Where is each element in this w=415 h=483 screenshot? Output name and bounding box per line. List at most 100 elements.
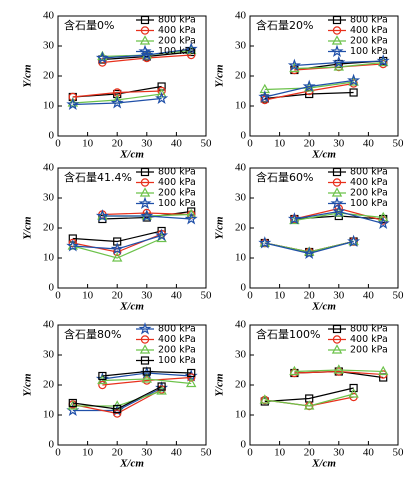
legend-label: 100 kPa (350, 198, 388, 209)
x-tick-label: 10 (82, 138, 94, 150)
x-axis-label: X/cm (311, 458, 336, 470)
y-tick-label: 0 (49, 439, 55, 451)
legend-label: 800 kPa (350, 167, 388, 178)
legend-marker (330, 196, 344, 210)
y-tick-label: 0 (49, 282, 55, 294)
marker (157, 382, 166, 391)
marker (259, 237, 271, 247)
legend-marker (332, 335, 342, 344)
x-axis-label: X/cm (311, 149, 336, 161)
y-tick-label: 0 (241, 130, 247, 142)
y-tick-label: 10 (235, 252, 247, 264)
legend-marker (332, 26, 342, 35)
series-line (72, 54, 192, 98)
y-tick-label: 30 (43, 192, 55, 204)
x-tick-label: 20 (112, 447, 124, 459)
x-tick-label: 10 (82, 447, 94, 459)
legend-label: 100 kPa (158, 198, 196, 209)
marker (349, 88, 358, 97)
marker (185, 377, 197, 388)
y-tick-label: 40 (43, 319, 55, 331)
marker (97, 210, 108, 220)
x-tick-label: 10 (274, 290, 286, 302)
panel-title: 含石量41.4% (64, 170, 132, 184)
y-tick-label: 20 (43, 379, 55, 391)
x-tick-label: 20 (304, 290, 316, 302)
series-line (264, 210, 384, 255)
marker (95, 209, 109, 222)
marker (184, 42, 198, 55)
y-tick-label: 30 (43, 349, 55, 361)
x-axis-label: X/cm (311, 301, 336, 313)
legend-label: 800 kPa (158, 324, 196, 335)
marker (187, 368, 196, 378)
series-line (264, 60, 384, 98)
legend-marker (140, 335, 150, 344)
legend-marker (140, 26, 150, 35)
x-tick-label: 40 (171, 447, 183, 459)
marker (347, 73, 361, 87)
legend-label: 400 kPa (350, 334, 388, 345)
panel-title: 含石量0% (64, 18, 114, 32)
x-tick-label: 30 (141, 290, 153, 302)
marker (67, 240, 79, 250)
marker (332, 204, 346, 218)
x-tick-label: 30 (141, 447, 153, 459)
legend-label: 400 kPa (158, 25, 196, 36)
legend-marker (140, 178, 150, 187)
y-axis-label: Y/cm (214, 64, 226, 88)
y-tick-label: 30 (235, 192, 247, 204)
marker (376, 216, 390, 230)
marker (332, 55, 346, 69)
panel-title: 含石量100% (256, 327, 320, 341)
legend-marker (140, 167, 150, 177)
x-tick-label: 10 (274, 138, 286, 150)
y-tick-label: 0 (241, 282, 247, 294)
legend-label: 400 kPa (158, 177, 196, 188)
y-tick-label: 10 (235, 100, 247, 112)
y-tick-label: 20 (43, 222, 55, 234)
marker (140, 209, 154, 222)
x-tick-label: 30 (333, 447, 345, 459)
y-tick-label: 20 (235, 379, 247, 391)
series-line (72, 51, 192, 98)
y-tick-label: 40 (235, 319, 247, 331)
y-tick-label: 40 (235, 10, 247, 22)
x-tick-label: 40 (171, 290, 183, 302)
x-tick-label: 30 (333, 290, 345, 302)
x-tick-label: 20 (304, 138, 316, 150)
y-tick-label: 40 (43, 162, 55, 174)
marker (303, 400, 315, 410)
marker (376, 54, 390, 67)
y-tick-label: 30 (43, 40, 55, 52)
x-tick-label: 30 (141, 138, 153, 150)
legend-marker (331, 187, 343, 197)
series-line (72, 376, 192, 415)
y-axis-label: Y/cm (214, 373, 226, 397)
marker (258, 236, 272, 249)
legend-label: 100 kPa (350, 46, 388, 57)
y-tick-label: 10 (235, 409, 247, 421)
x-tick-label: 0 (247, 447, 253, 459)
x-tick-label: 40 (363, 138, 375, 150)
marker (68, 398, 77, 408)
marker (377, 211, 389, 222)
legend-label: 400 kPa (350, 177, 388, 188)
legend-label: 100 kPa (158, 355, 196, 366)
legend-label: 800 kPa (158, 15, 196, 26)
x-tick-label: 50 (393, 447, 405, 459)
marker (258, 90, 272, 103)
series-line (264, 370, 384, 403)
legend-marker (331, 344, 343, 354)
x-tick-label: 40 (363, 447, 375, 459)
legend-marker (332, 178, 342, 187)
legend-marker (138, 196, 152, 210)
y-tick-label: 20 (235, 222, 247, 234)
marker (98, 380, 107, 390)
legend-marker (138, 44, 152, 58)
marker (141, 373, 153, 383)
x-tick-label: 20 (112, 138, 124, 150)
marker (111, 252, 123, 262)
legend-marker (332, 15, 342, 25)
